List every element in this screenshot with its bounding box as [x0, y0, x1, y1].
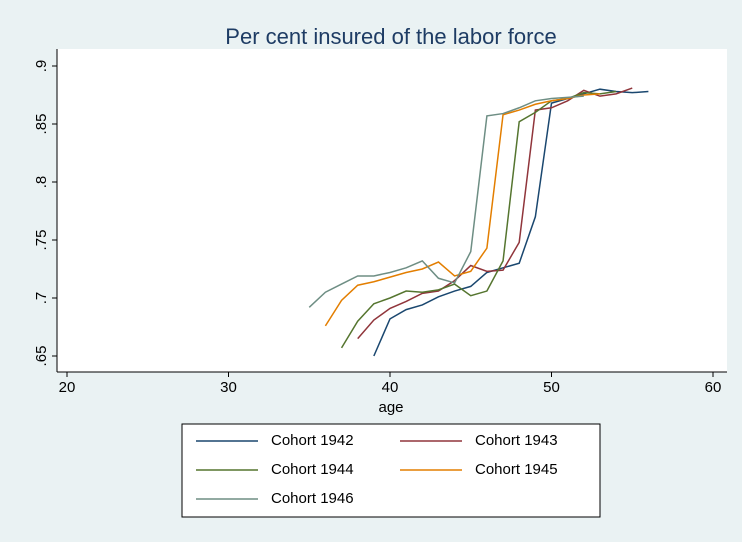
legend-label: Cohort 1945 [475, 461, 558, 478]
y-tick-label: .9 [33, 60, 50, 73]
series-line [308, 95, 584, 308]
plot-area [57, 49, 727, 372]
series-line [324, 93, 601, 327]
y-tick-label: .7 [33, 292, 50, 305]
x-tick-label: 20 [59, 379, 76, 396]
legend-label: Cohort 1942 [271, 432, 354, 449]
legend-label: Cohort 1943 [475, 432, 558, 449]
legend-label: Cohort 1946 [271, 490, 354, 507]
x-tick-label: 50 [543, 379, 560, 396]
y-tick-label: .8 [33, 176, 50, 189]
y-tick-label: .85 [33, 114, 50, 135]
x-tick-label: 40 [382, 379, 399, 396]
x-tick-label: 30 [220, 379, 237, 396]
y-tick-label: .65 [33, 346, 50, 367]
y-tick-label: .75 [33, 230, 50, 251]
series-line [357, 87, 633, 340]
chart-title: Per cent insured of the labor force [225, 24, 556, 49]
x-axis-label: age [378, 399, 403, 416]
series-line [373, 88, 649, 357]
legend-label: Cohort 1944 [271, 461, 354, 478]
x-tick-label: 60 [705, 379, 722, 396]
